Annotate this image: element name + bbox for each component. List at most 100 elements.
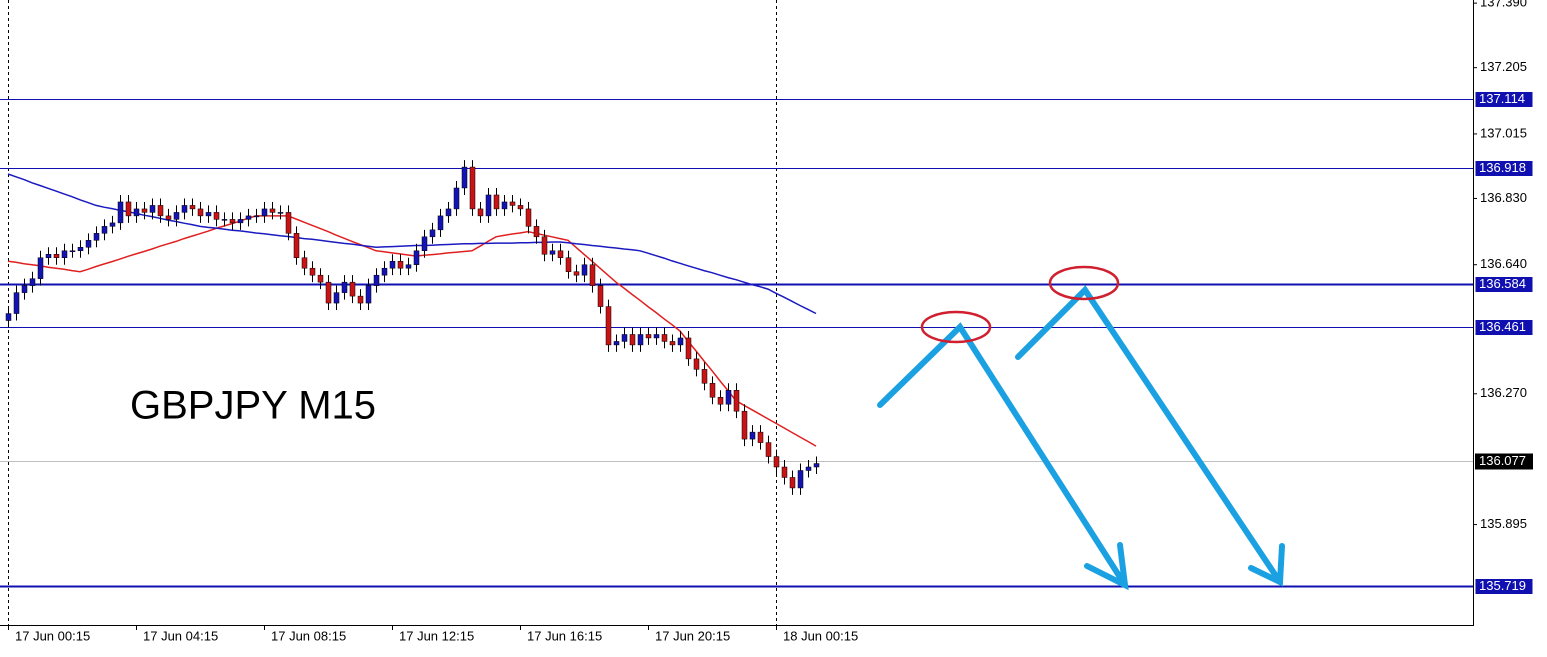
level-label-box [1474, 160, 1534, 177]
candle-body [173, 212, 180, 220]
candle-body [429, 229, 436, 238]
moving-average [7, 173, 817, 315]
candle-body [181, 205, 188, 213]
candle-body [333, 292, 340, 304]
candle-body [149, 205, 156, 213]
candle-body [405, 264, 412, 269]
candle-body [669, 341, 676, 346]
candle-body [773, 456, 780, 468]
candle-body [813, 463, 820, 468]
candle-body [325, 281, 332, 304]
candle-body [805, 466, 812, 471]
candle-body [653, 334, 660, 339]
candle-body [125, 201, 132, 217]
candle-body [797, 470, 804, 489]
level-label: 136.584 [1479, 276, 1526, 291]
chart-title: GBPJPY M15 [130, 384, 376, 428]
candle-body [677, 337, 684, 346]
candle-body [301, 257, 308, 269]
candle-body [357, 295, 364, 304]
candle-body [661, 334, 668, 342]
candle-body [109, 222, 116, 227]
candle-body [749, 431, 756, 440]
candle-body [213, 212, 220, 220]
candle-body [133, 208, 140, 217]
candle-body [525, 208, 532, 227]
candle-body [117, 201, 124, 224]
level-label-box [1474, 578, 1534, 595]
candle-body [733, 390, 740, 412]
annotation-arrows [877, 285, 1285, 591]
candle-body [541, 236, 548, 255]
candle-body [469, 166, 476, 210]
current-price-box [1475, 453, 1533, 470]
candle-body [53, 254, 60, 258]
candle-body [685, 337, 692, 360]
candle-body [261, 208, 268, 217]
level-label: 135.719 [1479, 578, 1526, 593]
candle-body [589, 264, 596, 286]
candle-body [501, 201, 508, 210]
x-tick-label: 17 Jun 20:15 [655, 628, 730, 643]
candle-body [61, 250, 68, 258]
candle-body [613, 341, 620, 346]
candle-body [565, 257, 572, 272]
y-tick-label: 137.015 [1480, 125, 1527, 140]
candle-body [693, 358, 700, 370]
candle-body [725, 390, 732, 405]
candle-body [317, 274, 324, 283]
candle-body [717, 397, 724, 405]
candle-body [157, 205, 164, 217]
candle-body [437, 215, 444, 231]
candle-body [77, 247, 84, 252]
level-label: 136.918 [1479, 160, 1526, 175]
level-label-box [1474, 319, 1534, 336]
candle-body [245, 215, 252, 220]
candle-body [645, 334, 652, 339]
candle-body [85, 240, 92, 248]
candle-body [557, 250, 564, 258]
y-tick-label: 135.895 [1480, 516, 1527, 531]
candle-body [45, 254, 52, 258]
candle-body [413, 250, 420, 265]
candle-body [309, 267, 316, 276]
candle-body [741, 410, 748, 440]
candle-body [253, 215, 260, 218]
highlight-ellipse [920, 310, 992, 344]
candle-body [277, 212, 284, 214]
candle-body [573, 271, 580, 276]
candle-body [493, 194, 500, 210]
candle-body [237, 219, 244, 224]
candle-body [597, 285, 604, 307]
x-tick-label: 17 Jun 00:15 [15, 628, 90, 643]
x-tick-label: 17 Jun 08:15 [271, 628, 346, 643]
y-tick-label: 136.270 [1480, 385, 1527, 400]
candle-body [421, 236, 428, 252]
candle-body [37, 257, 44, 279]
candle-body [701, 369, 708, 384]
candle-body [533, 226, 540, 238]
candle-body [13, 292, 20, 314]
candle-body [21, 285, 28, 293]
y-tick-label: 137.390 [1480, 0, 1527, 10]
arrow [1015, 285, 1283, 585]
candle-body [517, 205, 524, 210]
level-label: 136.461 [1479, 319, 1526, 334]
x-tick-label: 17 Jun 16:15 [527, 628, 602, 643]
y-tick-label: 136.640 [1480, 256, 1527, 271]
candle-body [549, 250, 556, 255]
candle-body [389, 260, 396, 269]
level-label-box [1474, 91, 1534, 108]
candle-body [229, 219, 236, 224]
arrow [877, 322, 1128, 588]
candle-body [789, 477, 796, 489]
current-price-label: 136.077 [1479, 453, 1526, 468]
candle-body [445, 208, 452, 217]
candle-body [365, 285, 372, 304]
candle-body [29, 278, 36, 286]
highlight-ellipse [1048, 265, 1120, 301]
candle-body [605, 306, 612, 346]
candle-body [101, 226, 108, 234]
